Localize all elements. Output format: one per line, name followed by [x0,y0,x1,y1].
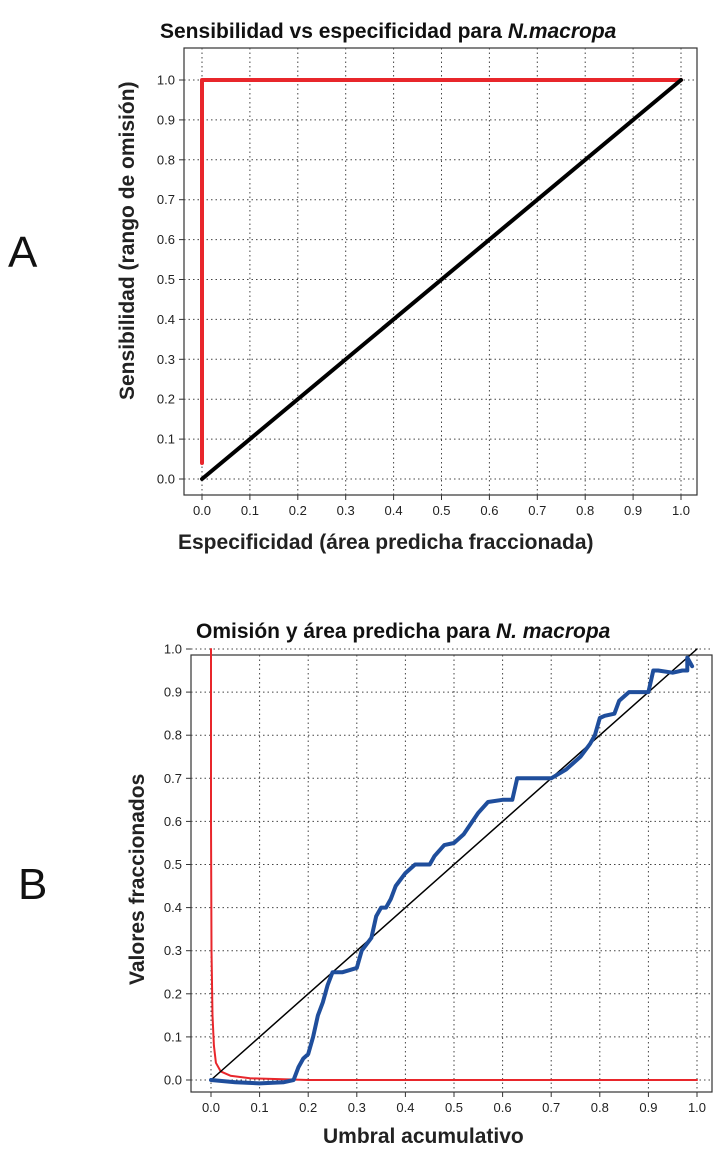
chart-a-x-tick-label: 0.1 [241,503,259,518]
chart-a-x-tick-label: 0.9 [624,503,642,518]
chart-a-y-tick-label: 0.9 [157,112,175,127]
chart-b-y-tick-label: 1.0 [164,642,182,657]
chart-b-y-tick-label: 0.9 [164,685,182,700]
chart-b-x-tick-label: 0.5 [445,1100,463,1115]
chart-b-y-tick-label: 0.0 [164,1073,182,1088]
chart-a-x-tick-label: 0.7 [528,503,546,518]
chart-a-y-tick-label: 0.5 [157,272,175,287]
chart-a: 0.0 0.1 0.2 0.3 0.4 0.5 0.6 0.7 0.8 0.9 1.0 0.0 0.1 0… [157,47,698,518]
chart-b-title: Omisión y área predicha para N. macropa [196,620,610,644]
chart-a-x-axis-label: Especificidad (área predicha fraccionada… [178,531,594,554]
chart-b-y-tick-label: 0.5 [164,857,182,872]
chart-a-y-tick-label: 0.2 [157,392,175,407]
chart-b-series-line-1 [210,648,698,1081]
chart-a-y-tick-label: 0.7 [157,192,175,207]
chart-b-y-tick-label: 0.1 [164,1029,182,1044]
chart-a-title-text: Sensibilidad vs especificidad para [160,20,508,43]
chart-b-x-tick-label: 0.2 [299,1100,317,1115]
chart-a-x-tick-label: 0.3 [337,503,355,518]
chart-b-x-tick-label: 0.3 [348,1100,366,1115]
chart-a-y-tick-label: 0.0 [157,472,175,487]
chart-a-x-tick-label: 1.0 [672,503,690,518]
chart-a-y-tick-label: 0.1 [157,432,175,447]
chart-b-x-tick-label: 0.8 [591,1100,609,1115]
chart-b-plot-frame [190,654,713,1093]
chart-b-x-tick-label: 1.0 [688,1100,706,1115]
chart-b-series-line-0 [210,648,698,1081]
chart-b-x-tick-label: 0.9 [639,1100,657,1115]
chart-a-x-tick-label: 0.4 [385,503,403,518]
panel-label-b: B [18,860,48,909]
chart-b-x-tick-label: 0.7 [542,1100,560,1115]
chart-a-series-line-1 [200,78,683,481]
chart-b-series-line-2 [209,655,695,1086]
chart-a-y-tick-label: 0.8 [157,152,175,167]
chart-b-x-tick-label: 0.1 [251,1100,269,1115]
chart-a-x-tick-label: 0.0 [193,503,211,518]
chart-b-x-tick-label: 0.4 [396,1100,414,1115]
chart-b-y-tick-label: 0.3 [164,943,182,958]
chart-a-title: Sensibilidad vs especificidad para N.mac… [160,20,616,44]
chart-a-x-tick-label: 0.2 [289,503,307,518]
chart-a-x-tick-label: 0.8 [576,503,594,518]
chart-b-x-tick-label: 0.0 [202,1100,220,1115]
chart-b-y-tick-label: 0.7 [164,771,182,786]
chart-b-y-tick-label: 0.2 [164,986,182,1001]
chart-a-y-tick-label: 0.3 [157,352,175,367]
panel-label-a: A [8,228,38,277]
chart-a-y-tick-label: 0.6 [157,232,175,247]
chart-b-y-tick-label: 0.4 [164,900,182,915]
chart-a-title-species: N.macropa [507,20,617,43]
chart-b-x-tick-label: 0.6 [494,1100,512,1115]
chart-b-title-species: N. macropa [495,620,611,643]
chart-a-series-line-0 [200,78,683,465]
chart-a-y-tick-label: 0.4 [157,312,175,327]
chart-b-title-text: Omisión y área predicha para [196,620,496,643]
chart-b-y-tick-label: 0.8 [164,728,182,743]
chart-a-plot-frame [183,47,698,496]
chart-b-y-tick-label: 0.6 [164,814,182,829]
chart-b-x-axis-label: Umbral acumulativo [323,1125,524,1148]
chart-a-y-tick-label: 1.0 [157,73,175,88]
chart-a-x-tick-label: 0.6 [480,503,498,518]
chart-a-x-tick-label: 0.5 [432,503,450,518]
